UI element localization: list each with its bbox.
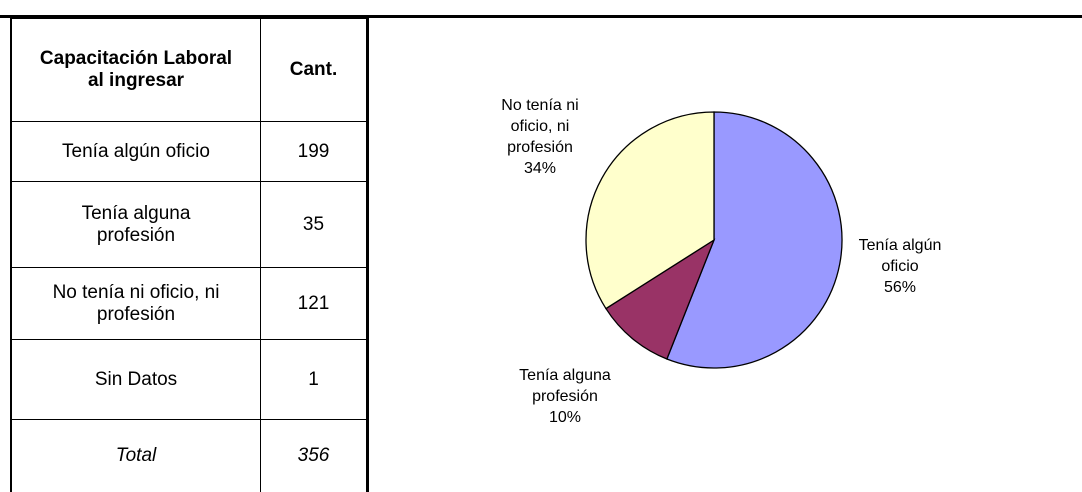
cell: Tenía alguna profesión [10, 181, 261, 268]
pie-slice [585, 111, 715, 310]
slice-name: Tenía alguna profesión [519, 367, 611, 405]
cell: Sin Datos [10, 339, 261, 420]
row: No tenía ni oficio, ni profesión 121 [10, 267, 369, 340]
cell: 199 [260, 121, 369, 182]
header-cell: Capacitación Laboral al ingresar [10, 18, 261, 122]
slice-label: No tenía ni oficio, ni profesión 34% [480, 95, 600, 179]
cell: 1 [260, 339, 369, 420]
cell: No tenía ni oficio, ni profesión [10, 267, 261, 340]
slice-name: No tenía ni oficio, ni profesión [501, 97, 579, 156]
cell: 121 [260, 267, 369, 340]
slice-label: Tenía alguna profesión 10% [500, 365, 630, 428]
cell: 35 [260, 181, 369, 268]
slice-percent: 10% [548, 409, 582, 426]
data-table: Capacitación Laboral al ingresar Cant. T… [10, 18, 369, 492]
cell: 356 [260, 419, 369, 492]
row: Tenía algún oficio 199 [10, 121, 369, 182]
pie-slice [605, 238, 716, 360]
cell-text: Tenía alguna profesión [81, 202, 191, 246]
slice-percent: 34% [523, 160, 557, 177]
cell: Total [10, 419, 261, 492]
header-row: Capacitación Laboral al ingresar Cant. [10, 18, 369, 122]
header-cell: Cant. [260, 18, 369, 122]
slice-name: Tenía algún oficio [858, 237, 942, 275]
top-border [0, 15, 1082, 18]
total-row: Total 356 [10, 419, 369, 492]
slice-percent: 56% [883, 279, 917, 296]
header-text: Capacitación Laboral al ingresar [39, 48, 233, 91]
row: Sin Datos 1 [10, 339, 369, 420]
row: Tenía alguna profesión 35 [10, 181, 369, 268]
pie-slice [666, 111, 843, 369]
slice-label: Tenía algún oficio 56% [850, 235, 950, 298]
